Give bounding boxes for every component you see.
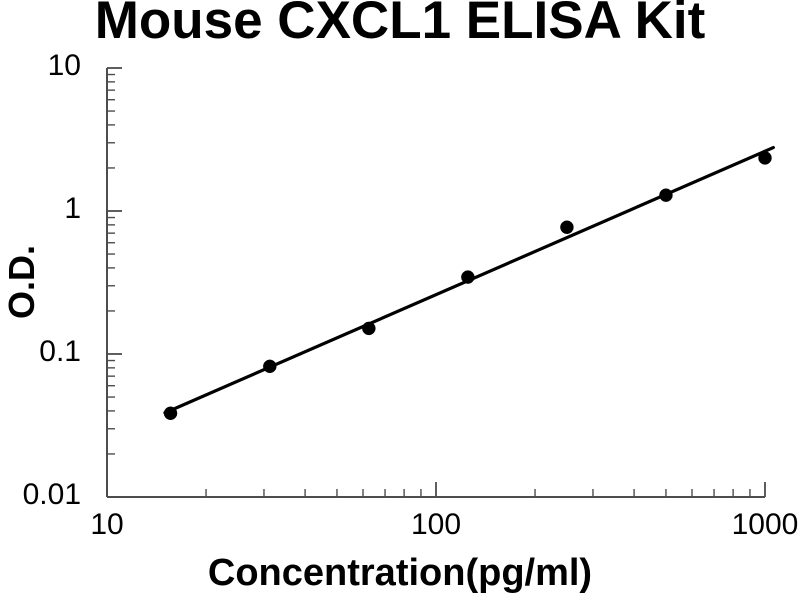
svg-text:1000: 1000 bbox=[732, 508, 799, 541]
svg-text:10: 10 bbox=[90, 508, 123, 541]
svg-text:0.01: 0.01 bbox=[23, 478, 81, 511]
svg-text:10: 10 bbox=[48, 49, 81, 82]
svg-text:100: 100 bbox=[411, 508, 461, 541]
svg-text:0.1: 0.1 bbox=[39, 335, 81, 368]
svg-text:1: 1 bbox=[64, 192, 81, 225]
